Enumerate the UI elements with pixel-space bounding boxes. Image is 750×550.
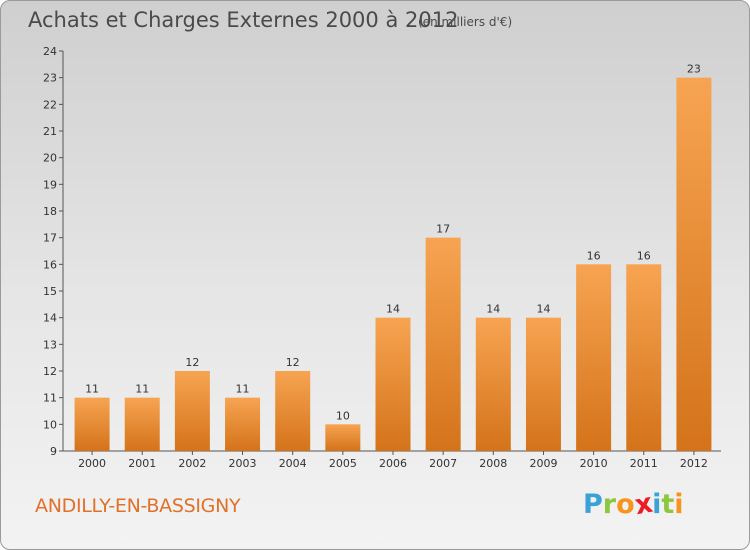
x-tick-label: 2008 [479, 457, 507, 470]
x-tick-label: 2009 [529, 457, 557, 470]
proxiti-logo: Proxiti [583, 488, 684, 522]
chart-title: Achats et Charges Externes 2000 à 2012 [28, 8, 459, 32]
data-label: 17 [436, 223, 450, 236]
data-label: 14 [486, 303, 500, 316]
data-label: 14 [386, 303, 400, 316]
y-tick-label: 24 [43, 45, 57, 58]
bar-2000 [74, 397, 110, 451]
y-tick-label: 22 [43, 98, 57, 111]
y-tick-label: 13 [43, 338, 57, 351]
x-tick-label: 2006 [379, 457, 407, 470]
bar-2008 [475, 317, 511, 451]
chart-subtitle: (en milliers d'€) [418, 15, 513, 29]
bar-2010 [576, 264, 612, 451]
y-tick-label: 16 [43, 258, 57, 271]
y-tick-label: 23 [43, 72, 57, 85]
y-tick-label: 19 [43, 178, 57, 191]
x-tick-label: 2000 [78, 457, 106, 470]
y-tick-label: 10 [43, 418, 57, 431]
y-tick-label: 9 [50, 445, 57, 458]
data-label: 12 [286, 356, 300, 369]
bar-2009 [525, 317, 561, 451]
bar-2004 [275, 371, 311, 451]
x-tick-label: 2005 [329, 457, 357, 470]
logo-letter: t [661, 489, 675, 520]
x-tick-label: 2010 [580, 457, 608, 470]
data-label: 11 [236, 383, 250, 396]
y-tick-label: 12 [43, 365, 57, 378]
x-tick-label: 2012 [680, 457, 708, 470]
x-tick-label: 2003 [229, 457, 257, 470]
logo-letter: o [616, 489, 635, 520]
data-label: 11 [85, 383, 99, 396]
y-tick-label: 17 [43, 232, 57, 245]
y-tick-label: 15 [43, 285, 57, 298]
bar-2002 [174, 371, 210, 451]
x-tick-label: 2007 [429, 457, 457, 470]
data-label: 23 [687, 63, 701, 76]
x-tick-label: 2011 [630, 457, 658, 470]
data-label: 10 [336, 409, 350, 422]
y-tick-label: 20 [43, 152, 57, 165]
data-label: 16 [637, 249, 651, 262]
bar-2011 [626, 264, 662, 451]
logo-letter: i [652, 489, 662, 520]
x-tick-label: 2001 [128, 457, 156, 470]
y-tick-label: 18 [43, 205, 57, 218]
bar-2001 [124, 397, 160, 451]
x-tick-label: 2002 [178, 457, 206, 470]
logo-letter: r [602, 489, 617, 520]
logo-letter: P [583, 489, 603, 520]
bar-2005 [325, 424, 361, 451]
bar-2007 [425, 237, 461, 451]
bar-2006 [375, 317, 411, 451]
logo-letter: i [674, 489, 684, 520]
y-tick-label: 21 [43, 125, 57, 138]
commune-name: ANDILLY-EN-BASSIGNY [35, 495, 241, 517]
data-label: 16 [587, 249, 601, 262]
data-label: 12 [185, 356, 199, 369]
bar-2003 [225, 397, 261, 451]
data-label: 14 [536, 303, 550, 316]
x-tick-label: 2004 [279, 457, 307, 470]
y-tick-label: 11 [43, 392, 57, 405]
y-tick-label: 14 [43, 312, 57, 325]
data-label: 11 [135, 383, 149, 396]
bar-2012 [676, 77, 712, 452]
